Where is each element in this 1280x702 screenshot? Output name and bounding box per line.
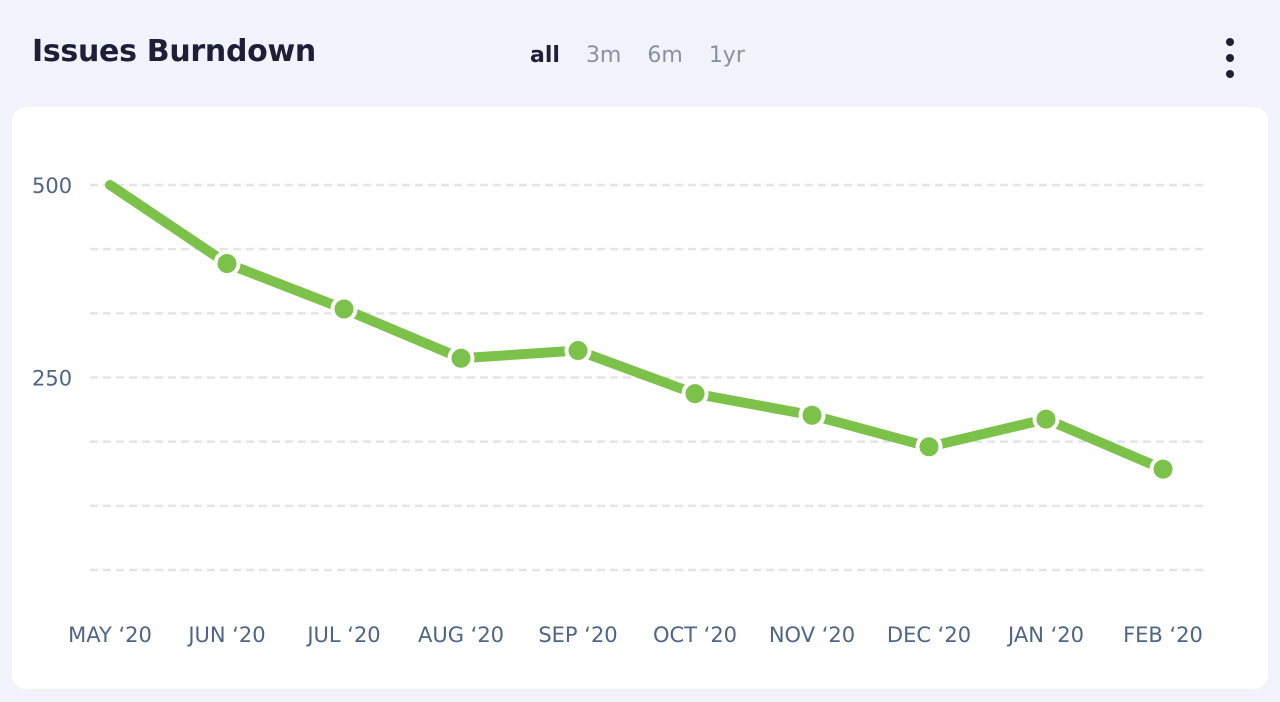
data-point <box>1032 405 1060 433</box>
menu-dot <box>1226 54 1234 62</box>
more-vertical-icon[interactable] <box>1219 38 1241 78</box>
data-point <box>1149 455 1177 483</box>
data-point <box>681 380 709 408</box>
data-point <box>213 250 241 278</box>
x-tick-label: AUG ‘20 <box>418 623 504 647</box>
x-tick-label: JUL ‘20 <box>305 623 380 647</box>
data-point <box>447 344 475 372</box>
range-1yr[interactable]: 1yr <box>708 43 745 68</box>
menu-dot <box>1226 38 1234 46</box>
data-point <box>564 337 592 365</box>
x-tick-label: JUN ‘20 <box>186 623 265 647</box>
page-title: Issues Burndown <box>32 34 316 69</box>
x-tick-label: FEB ‘20 <box>1123 623 1203 647</box>
menu-dot <box>1226 70 1234 78</box>
x-tick-label: NOV ‘20 <box>769 623 855 647</box>
card-header: Issues Burndown all 3m 6m 1yr <box>0 0 1280 108</box>
chart-card <box>12 107 1268 689</box>
x-tick-label: SEP ‘20 <box>538 623 617 647</box>
y-tick-label: 250 <box>32 367 72 391</box>
x-tick-label: JAN ‘20 <box>1006 623 1084 647</box>
data-point <box>798 401 826 429</box>
data-point <box>915 433 943 461</box>
range-all[interactable]: all <box>530 43 560 68</box>
data-point <box>330 295 358 323</box>
range-6m[interactable]: 6m <box>647 43 683 68</box>
x-tick-label: DEC ‘20 <box>887 623 971 647</box>
range-3m[interactable]: 3m <box>585 43 622 68</box>
range-selector: all 3m 6m 1yr <box>530 43 745 68</box>
y-tick-label: 500 <box>32 174 72 198</box>
x-tick-label: MAY ‘20 <box>68 623 152 647</box>
x-tick-label: OCT ‘20 <box>653 623 737 647</box>
series-line <box>105 180 1168 475</box>
